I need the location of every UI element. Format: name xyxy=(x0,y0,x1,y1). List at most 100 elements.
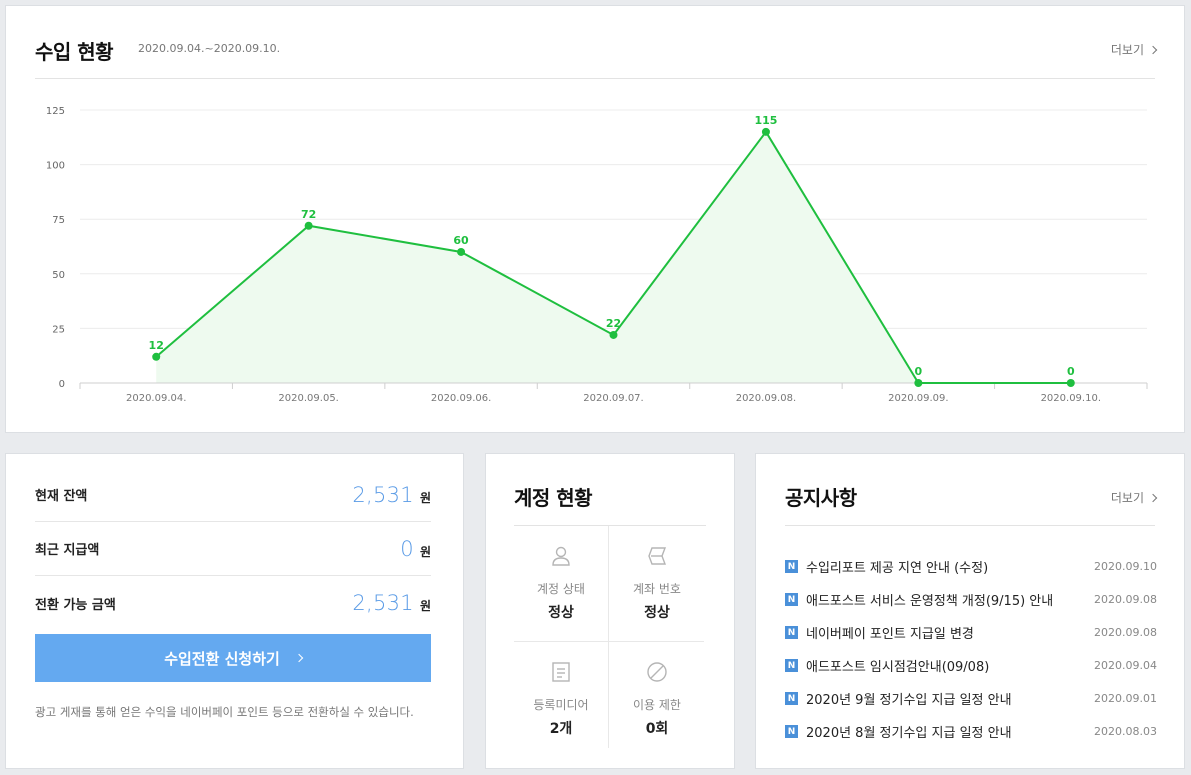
account-item-value: 0회 xyxy=(645,721,669,737)
data-point xyxy=(457,247,466,256)
account-item-label: 등록미디어 xyxy=(533,698,589,712)
account-item-label: 이용 제한 xyxy=(633,698,681,712)
account-status-card: 계정 현황 계정 상태 정상 계좌 번호 정상 등록미디어 2개 xyxy=(485,453,735,769)
notice-item-date: 2020.09.04 xyxy=(1094,659,1157,672)
notice-list: N 수입리포트 제공 지연 안내 (수정) 2020.09.10 N 애드포스트… xyxy=(785,550,1157,748)
balance-amount: 2,531 xyxy=(352,591,414,615)
account-item-label: 계정 상태 xyxy=(537,582,585,596)
account-item-bank-account: 계좌 번호 정상 xyxy=(610,545,704,622)
balance-amount: 2,531 xyxy=(352,482,414,507)
convert-income-button[interactable]: 수입전환 신청하기 xyxy=(35,634,431,682)
area-fill xyxy=(156,131,1071,383)
balance-label: 전환 가능 금액 xyxy=(35,597,116,613)
new-badge-icon: N xyxy=(785,626,798,639)
data-label: 115 xyxy=(754,114,777,127)
x-tick-label: 2020.09.06. xyxy=(431,393,491,404)
data-point xyxy=(1066,379,1075,387)
divider xyxy=(608,526,609,748)
notice-item[interactable]: N 수입리포트 제공 지연 안내 (수정) 2020.09.10 xyxy=(785,550,1157,583)
notice-item-date: 2020.09.08 xyxy=(1094,626,1157,639)
notice-item[interactable]: N 2020년 8월 정기수입 지급 일정 안내 2020.08.03 xyxy=(785,715,1157,748)
data-point xyxy=(609,330,618,339)
notice-item[interactable]: N 애드포스트 서비스 운영정책 개정(9/15) 안내 2020.09.08 xyxy=(785,583,1157,616)
data-label: 72 xyxy=(301,208,316,221)
convert-note: 광고 게재를 통해 얻은 수익을 네이버페이 포인트 등으로 전환하실 수 있습… xyxy=(35,705,414,719)
balance-row-recent-payment: 최근 지급액 0 원 xyxy=(35,522,431,576)
currency-unit: 원 xyxy=(419,599,431,613)
x-tick-label: 2020.09.07. xyxy=(583,393,643,404)
notice-item-date: 2020.09.01 xyxy=(1094,692,1157,705)
data-label: 60 xyxy=(453,234,469,247)
balance-row-convertible: 전환 가능 금액 2,531 원 xyxy=(35,576,431,630)
notice-item-date: 2020.09.10 xyxy=(1094,560,1157,573)
x-tick-label: 2020.09.04. xyxy=(126,393,186,404)
person-icon xyxy=(552,546,570,566)
prohibited-icon xyxy=(647,662,667,682)
account-item-media: 등록미디어 2개 xyxy=(514,661,608,738)
chevron-right-icon xyxy=(294,653,304,663)
balance-row-current: 현재 잔액 2,531 원 xyxy=(35,468,431,522)
account-item-status: 계정 상태 정상 xyxy=(514,545,608,622)
account-item-value: 정상 xyxy=(548,605,574,621)
x-tick-label: 2020.09.08. xyxy=(736,393,796,404)
notice-more-link[interactable]: 더보기 xyxy=(1110,489,1158,506)
new-badge-icon: N xyxy=(785,659,798,672)
data-label: 12 xyxy=(149,339,164,352)
balance-card: 현재 잔액 2,531 원 최근 지급액 0 원 전환 가능 금액 2,531 … xyxy=(5,453,464,769)
notice-item-title: 수입리포트 제공 지연 안내 (수정) xyxy=(806,561,989,576)
new-badge-icon: N xyxy=(785,725,798,738)
divider xyxy=(514,641,704,642)
divider xyxy=(514,525,706,526)
data-label: 22 xyxy=(606,317,621,330)
income-title: 수입 현황 xyxy=(35,40,114,64)
more-label: 더보기 xyxy=(1110,491,1144,505)
data-point xyxy=(152,352,161,361)
y-tick-label: 75 xyxy=(52,215,65,226)
currency-unit: 원 xyxy=(419,544,431,559)
notice-item[interactable]: N 애드포스트 임시점검안내(09/08) 2020.09.04 xyxy=(785,649,1157,682)
data-point xyxy=(914,379,923,387)
new-badge-icon: N xyxy=(785,593,798,606)
y-tick-label: 50 xyxy=(52,270,65,281)
notice-title: 공지사항 xyxy=(785,486,857,510)
y-tick-label: 0 xyxy=(59,379,65,390)
account-title: 계정 현황 xyxy=(514,486,593,510)
x-tick-label: 2020.09.05. xyxy=(278,393,338,404)
notice-item[interactable]: N 네이버페이 포인트 지급일 변경 2020.09.08 xyxy=(785,616,1157,649)
notice-card: 공지사항 더보기 N 수입리포트 제공 지연 안내 (수정) 2020.09.1… xyxy=(755,453,1185,769)
more-label: 더보기 xyxy=(1110,43,1144,57)
account-item-label: 계좌 번호 xyxy=(633,582,681,596)
notice-item-title: 애드포스트 임시점검안내(09/08) xyxy=(806,660,990,675)
notice-item-title: 2020년 8월 정기수입 지급 일정 안내 xyxy=(806,726,1012,741)
card-icon xyxy=(648,547,667,565)
y-tick-label: 25 xyxy=(52,324,65,335)
income-status-card: 수입 현황 2020.09.04.~2020.09.10. 더보기 0 25 50 7… xyxy=(5,5,1185,433)
account-item-value: 2개 xyxy=(549,721,573,737)
notice-item[interactable]: N 2020년 9월 정기수입 지급 일정 안내 2020.09.01 xyxy=(785,682,1157,715)
new-badge-icon: N xyxy=(785,692,798,705)
divider xyxy=(785,525,1155,526)
new-badge-icon: N xyxy=(785,560,798,573)
document-icon xyxy=(552,662,570,682)
income-more-link[interactable]: 더보기 xyxy=(1110,41,1158,58)
notice-item-title: 네이버페이 포인트 지급일 변경 xyxy=(806,627,974,642)
balance-label: 최근 지급액 xyxy=(35,543,100,558)
x-tick-label: 2020.09.09. xyxy=(888,393,948,404)
chevron-right-icon xyxy=(1148,493,1158,502)
y-tick-label: 125 xyxy=(46,106,65,117)
notice-item-title: 애드포스트 서비스 운영정책 개정(9/15) 안내 xyxy=(806,594,1054,609)
account-item-restriction: 이용 제한 0회 xyxy=(610,661,704,738)
divider xyxy=(35,78,1155,79)
currency-unit: 원 xyxy=(419,490,431,505)
balance-label: 현재 잔액 xyxy=(35,489,88,504)
data-label: 0 xyxy=(1067,365,1075,378)
notice-item-date: 2020.09.08 xyxy=(1094,593,1157,606)
account-item-value: 정상 xyxy=(644,605,670,621)
notice-item-title: 2020년 9월 정기수입 지급 일정 안내 xyxy=(806,693,1012,708)
y-tick-label: 100 xyxy=(46,161,65,172)
data-point xyxy=(761,127,770,136)
data-label: 0 xyxy=(915,365,923,378)
data-point xyxy=(304,221,313,230)
income-line-chart: 0 25 50 75 100 125 2020.09.04. 2020.09.05. 2020.… xyxy=(46,106,1148,404)
notice-item-date: 2020.08.03 xyxy=(1094,725,1157,738)
